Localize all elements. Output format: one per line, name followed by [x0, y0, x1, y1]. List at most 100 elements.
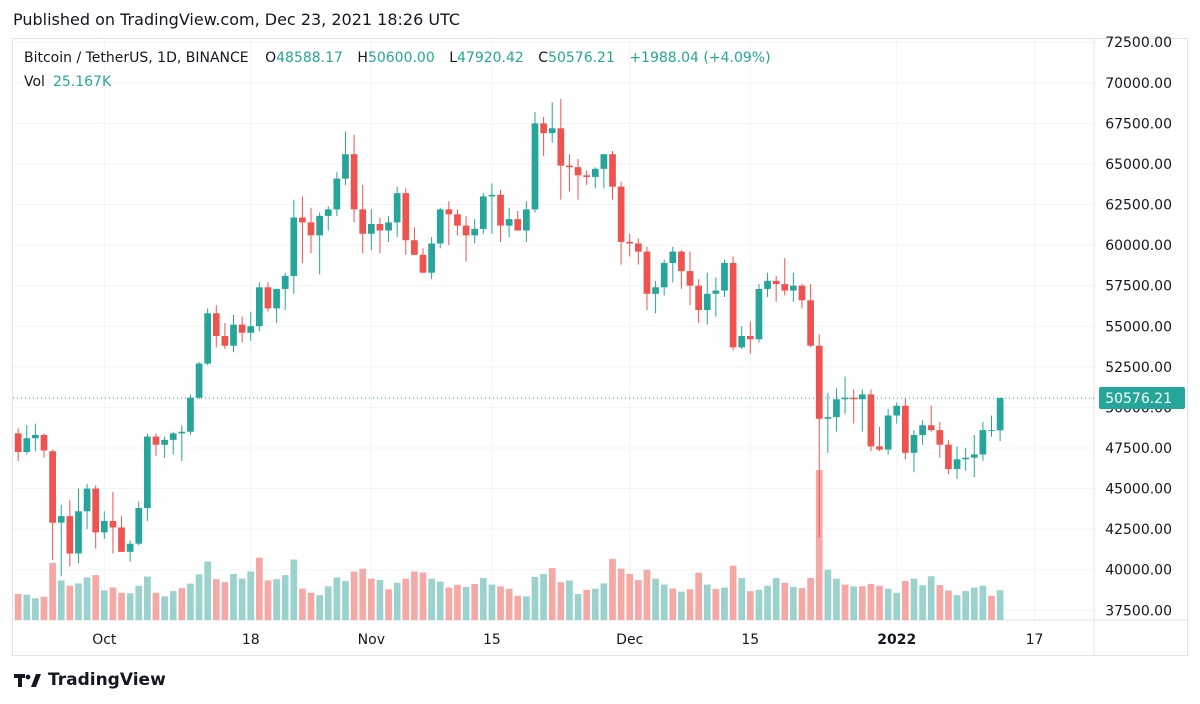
candle-body[interactable] — [867, 394, 875, 447]
candle-body[interactable] — [703, 293, 711, 311]
candle-body[interactable] — [57, 516, 65, 523]
candle-body[interactable] — [505, 219, 513, 226]
candle-body[interactable] — [807, 300, 814, 346]
candle-body[interactable] — [497, 194, 504, 226]
candle-body[interactable] — [919, 425, 926, 435]
candle-body[interactable] — [557, 128, 565, 166]
candle-body[interactable] — [255, 287, 263, 327]
candle-body[interactable] — [204, 313, 212, 364]
candle-body[interactable] — [772, 280, 780, 285]
candle-body[interactable] — [273, 288, 280, 309]
candle-body[interactable] — [695, 285, 702, 311]
candle-body[interactable] — [531, 123, 539, 210]
candle-body[interactable] — [247, 326, 255, 333]
candle-body[interactable] — [212, 313, 220, 336]
candle-body[interactable] — [402, 193, 410, 241]
candle-body[interactable] — [798, 285, 806, 301]
candle-body[interactable] — [996, 398, 1004, 431]
candle-body[interactable] — [393, 193, 401, 223]
candle-body[interactable] — [548, 128, 556, 134]
candle-body[interactable] — [479, 196, 487, 229]
candle-body[interactable] — [617, 186, 625, 242]
candle-body[interactable] — [109, 521, 117, 528]
candle-body[interactable] — [471, 228, 479, 236]
candle-body[interactable] — [488, 194, 496, 197]
candle-body[interactable] — [428, 243, 435, 273]
candle-body[interactable] — [660, 262, 668, 288]
candle-body[interactable] — [221, 335, 229, 346]
candle-body[interactable] — [634, 243, 642, 252]
candle-body[interactable] — [764, 280, 771, 289]
candle-body[interactable] — [264, 287, 272, 309]
candle-body[interactable] — [902, 405, 909, 453]
candle-body[interactable] — [49, 451, 56, 523]
candle-body[interactable] — [161, 439, 168, 445]
candle-body[interactable] — [118, 527, 125, 552]
candle-body[interactable] — [858, 394, 866, 400]
candle-body[interactable] — [281, 275, 289, 289]
candle-body[interactable] — [884, 415, 892, 450]
candle-body[interactable] — [815, 345, 823, 419]
candle-body[interactable] — [144, 436, 151, 509]
tradingview-brand[interactable]: TradingView — [14, 670, 166, 690]
candle-body[interactable] — [729, 262, 737, 348]
candle-body[interactable] — [436, 209, 444, 244]
candle-body[interactable] — [126, 543, 134, 552]
candle-body[interactable] — [609, 154, 616, 187]
candle-body[interactable] — [755, 288, 763, 340]
candle-body[interactable] — [100, 521, 108, 533]
candle-body[interactable] — [299, 217, 306, 223]
candle-body[interactable] — [953, 459, 961, 470]
candle-body[interactable] — [376, 224, 384, 231]
candle-body[interactable] — [75, 511, 82, 554]
candle-body[interactable] — [367, 224, 375, 234]
candle-body[interactable] — [514, 219, 522, 231]
candle-body[interactable] — [290, 217, 298, 276]
candle-body[interactable] — [927, 425, 935, 431]
candle-body[interactable] — [454, 214, 461, 226]
candle-body[interactable] — [178, 431, 186, 434]
candle-body[interactable] — [40, 434, 48, 451]
symbol-title[interactable]: Bitcoin / TetherUS, 1D, BINANCE — [24, 50, 249, 66]
candle-body[interactable] — [14, 433, 22, 453]
candle-body[interactable] — [738, 335, 746, 348]
candle-body[interactable] — [462, 225, 470, 236]
candle-body[interactable] — [970, 454, 978, 458]
candle-body[interactable] — [686, 271, 694, 286]
candle-body[interactable] — [979, 430, 987, 455]
candle-body[interactable] — [195, 363, 203, 398]
candle-body[interactable] — [187, 397, 194, 432]
candle-body[interactable] — [746, 335, 754, 340]
candle-body[interactable] — [83, 488, 91, 512]
candle-body[interactable] — [600, 154, 608, 169]
candle-body[interactable] — [721, 262, 728, 291]
candle-body[interactable] — [230, 324, 237, 346]
candle-body[interactable] — [781, 284, 789, 291]
candle-body[interactable] — [678, 251, 685, 272]
candle-body[interactable] — [333, 178, 341, 210]
candle-body[interactable] — [523, 209, 530, 231]
candle-body[interactable] — [152, 436, 160, 445]
candle-body[interactable] — [445, 209, 453, 215]
candle-body[interactable] — [893, 405, 901, 416]
candle-body[interactable] — [712, 290, 720, 294]
candle-body[interactable] — [566, 165, 573, 168]
candle-body[interactable] — [962, 457, 970, 460]
candle-body[interactable] — [359, 209, 367, 234]
candle-body[interactable] — [32, 434, 39, 439]
candle-body[interactable] — [307, 222, 315, 236]
candle-body[interactable] — [583, 175, 591, 177]
candle-body[interactable] — [833, 399, 840, 418]
candle-body[interactable] — [574, 167, 582, 176]
candle-body[interactable] — [910, 434, 918, 453]
candle-body[interactable] — [669, 251, 677, 263]
candle-body[interactable] — [540, 123, 547, 134]
candle-body[interactable] — [945, 444, 952, 470]
candle-body[interactable] — [643, 251, 651, 294]
candle-body[interactable] — [135, 508, 143, 544]
candle-body[interactable] — [169, 433, 177, 440]
candle-body[interactable] — [92, 488, 100, 533]
candle-body[interactable] — [385, 222, 392, 231]
candle-body[interactable] — [23, 438, 31, 453]
